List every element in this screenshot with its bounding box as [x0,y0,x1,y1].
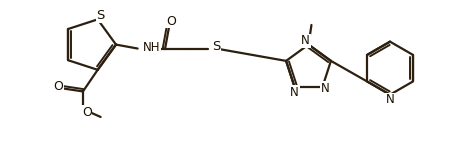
Text: N: N [321,82,330,95]
Text: S: S [96,9,105,22]
Text: O: O [166,15,176,27]
Text: S: S [212,40,221,53]
Text: O: O [82,106,92,119]
Text: NH: NH [143,41,160,54]
Text: N: N [290,86,299,99]
Text: O: O [53,80,63,93]
Text: N: N [386,93,395,106]
Text: N: N [301,34,310,47]
